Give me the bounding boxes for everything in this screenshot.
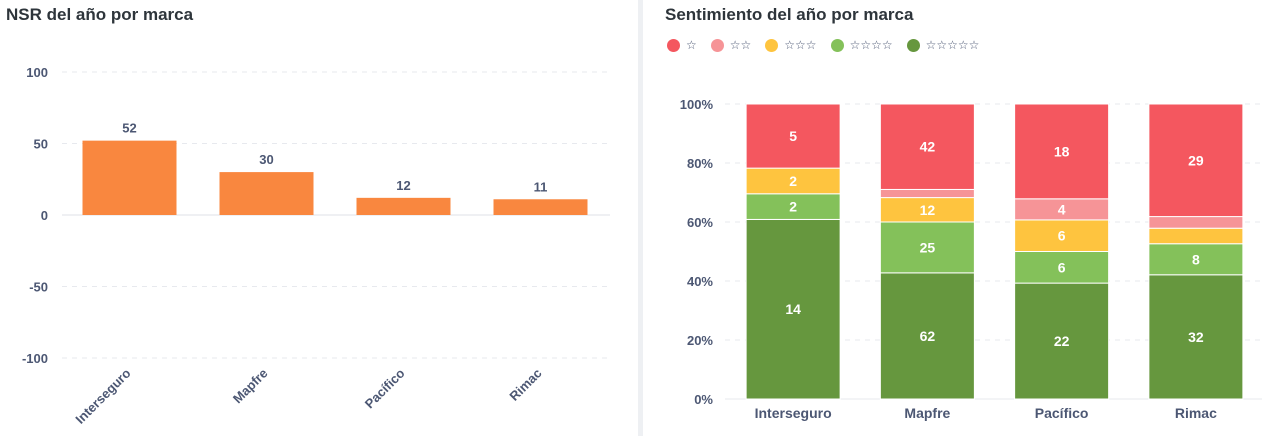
nsr-card: NSR del año por marca 100 50 0 -50 -100 52 Int… xyxy=(6,5,610,427)
sentiment-segment-label: 2 xyxy=(789,199,797,215)
nsr-x-tick-label: Pacífico xyxy=(362,365,408,411)
nsr-x-tick-label: Mapfre xyxy=(230,366,271,407)
sentiment-segment-label: 12 xyxy=(920,202,936,218)
sentiment-segment-label: 2 xyxy=(789,173,797,189)
sentiment-bar-segment[interactable] xyxy=(745,193,841,220)
sentiment-segment-label: 5 xyxy=(789,128,797,144)
sentiment-segment-label: 8 xyxy=(1192,251,1200,267)
sentiment-bar-segment[interactable] xyxy=(879,272,975,400)
sentiment-bar-segment[interactable] xyxy=(879,221,975,274)
sentiment-segment-label: 22 xyxy=(1054,333,1070,349)
nsr-y-tick-label: 50 xyxy=(34,137,48,152)
sentiment-y-tick-label: 100% xyxy=(680,97,714,112)
nsr-bar[interactable] xyxy=(219,172,314,215)
nsr-chart-title: NSR del año por marca xyxy=(6,5,194,24)
nsr-y-tick-label: 100 xyxy=(26,65,48,80)
sentiment-segment-label: 25 xyxy=(920,239,936,255)
legend-label: ☆☆☆☆☆ xyxy=(925,38,980,52)
sentiment-legend: ☆ ☆☆ ☆☆☆ ☆☆☆☆ ☆☆☆☆☆ xyxy=(667,38,993,52)
legend-item[interactable]: ☆☆☆ xyxy=(765,38,817,52)
nsr-bar[interactable] xyxy=(82,140,177,215)
nsr-y-tick-label: -50 xyxy=(29,280,48,295)
legend-dot-icon xyxy=(765,38,779,52)
legend-item[interactable]: ☆☆☆☆☆ xyxy=(906,38,980,52)
sentiment-segment-label: 32 xyxy=(1188,329,1204,345)
sentiment-segment-label: 42 xyxy=(920,139,936,155)
sentiment-x-tick-label: Pacífico xyxy=(1035,405,1089,421)
sentiment-x-tick-label: Interseguro xyxy=(755,405,832,421)
sentiment-segment-label: 6 xyxy=(1058,228,1066,244)
sentiment-y-tick-label: 80% xyxy=(687,156,713,171)
sentiment-y-tick-label: 40% xyxy=(687,274,713,289)
nsr-y-tick-label: -100 xyxy=(22,351,48,366)
nsr-bar-value-label: 30 xyxy=(259,152,273,167)
sentiment-bar-segment[interactable] xyxy=(1148,227,1244,245)
sentiment-y-tick-label: 60% xyxy=(687,215,713,230)
nsr-x-tick-label: Rimac xyxy=(506,366,544,404)
sentiment-segment-label: 14 xyxy=(785,301,801,317)
sentiment-bar-segment[interactable] xyxy=(745,218,841,400)
legend-item[interactable]: ☆☆ xyxy=(710,38,752,52)
sentiment-bar-segment[interactable] xyxy=(1014,219,1110,252)
sentiment-y-tick-label: 0% xyxy=(694,392,713,407)
sentiment-x-tick-label: Mapfre xyxy=(904,405,950,421)
nsr-x-tick-label: Interseguro xyxy=(72,365,133,426)
sentiment-bar-segment[interactable] xyxy=(879,188,975,199)
sentiment-segment-label: 18 xyxy=(1054,143,1070,159)
sentiment-chart-title: Sentimiento del año por marca xyxy=(665,5,914,24)
sentiment-segment-label: 62 xyxy=(920,328,936,344)
sentiment-chart: 100%80%60%40%20%0%14225Interseguro622512… xyxy=(680,97,1262,421)
sentiment-bar-segment[interactable] xyxy=(1014,103,1110,200)
legend-dot-icon xyxy=(830,38,844,52)
legend-label: ☆☆ xyxy=(729,38,752,52)
sentiment-bar-segment[interactable] xyxy=(879,197,975,223)
sentiment-bar-segment[interactable] xyxy=(745,103,841,169)
sentiment-segment-label: 29 xyxy=(1188,152,1204,168)
legend-dot-icon xyxy=(906,38,920,52)
legend-label: ☆☆☆☆ xyxy=(849,38,893,52)
nsr-bar[interactable] xyxy=(493,199,588,215)
nsr-y-tick-label: 0 xyxy=(41,208,48,223)
nsr-bar-value-label: 12 xyxy=(396,178,410,193)
sentiment-bar-segment[interactable] xyxy=(1148,103,1244,218)
legend-label: ☆☆☆ xyxy=(784,38,817,52)
legend-item[interactable]: ☆ xyxy=(667,38,697,52)
legend-item[interactable]: ☆☆☆☆ xyxy=(830,38,893,52)
sentiment-bar-segment[interactable] xyxy=(1148,216,1244,229)
sentiment-segment-label: 4 xyxy=(1058,201,1066,217)
nsr-bar[interactable] xyxy=(356,197,451,215)
sentiment-x-tick-label: Rimac xyxy=(1175,405,1217,421)
sentiment-bar-segment[interactable] xyxy=(1014,251,1110,284)
nsr-chart: 100 50 0 -50 -100 52 Interseguro 30 Mapfre 12 Pací… xyxy=(22,65,610,427)
panel-divider xyxy=(638,0,643,436)
sentiment-bar-segment[interactable] xyxy=(1014,282,1110,400)
legend-dot-icon xyxy=(667,38,680,52)
sentiment-bar-segment[interactable] xyxy=(1148,274,1244,400)
sentiment-bar-segment[interactable] xyxy=(745,167,841,195)
sentiment-y-tick-label: 20% xyxy=(687,333,713,348)
sentiment-card: Sentimiento del año por marca ☆ ☆☆ ☆☆☆ ☆☆☆☆… xyxy=(645,0,1270,436)
sentiment-bar-segment[interactable] xyxy=(1148,243,1244,276)
legend-label: ☆ xyxy=(686,38,697,52)
nsr-bar-value-label: 11 xyxy=(534,179,548,194)
sentiment-bar-segment[interactable] xyxy=(879,103,975,190)
legend-dot-icon xyxy=(710,38,724,52)
sentiment-segment-label: 6 xyxy=(1058,259,1066,275)
nsr-bar-value-label: 52 xyxy=(122,121,136,136)
